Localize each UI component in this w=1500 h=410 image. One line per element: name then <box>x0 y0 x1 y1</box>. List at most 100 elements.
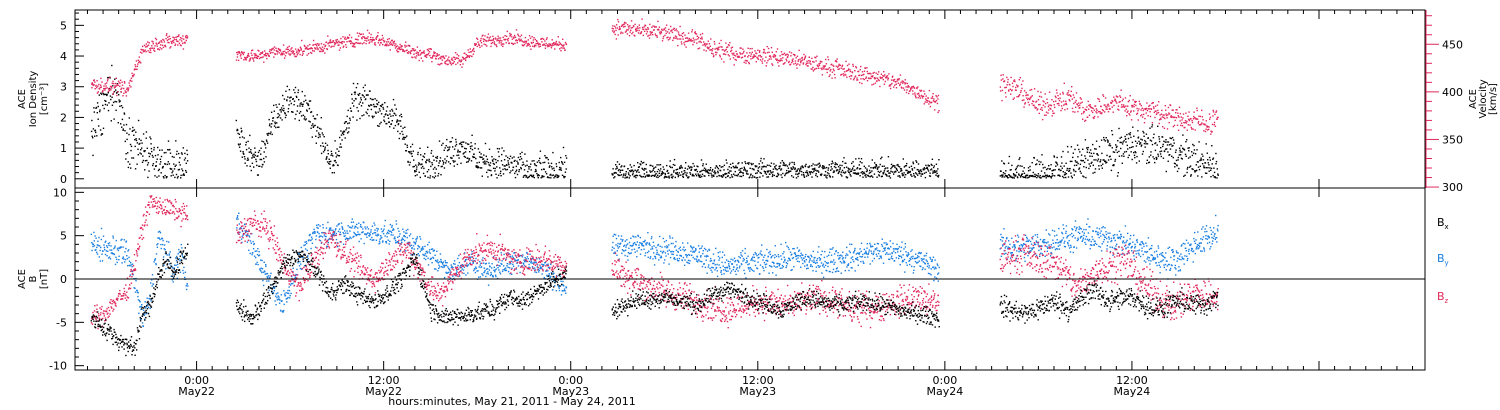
density-point <box>375 112 377 114</box>
density-point <box>420 163 422 166</box>
density-point <box>1090 152 1093 155</box>
density-point <box>555 174 557 176</box>
density-point <box>797 168 799 170</box>
velocity-point <box>892 75 894 77</box>
velocity-point <box>797 63 799 65</box>
velocity-point <box>437 54 439 57</box>
velocity-point <box>306 46 308 49</box>
density-point <box>765 166 767 168</box>
density-point <box>380 121 382 124</box>
velocity-point <box>392 41 394 43</box>
velocity-point <box>821 68 823 71</box>
density-point <box>697 165 699 168</box>
velocity-point <box>329 39 332 41</box>
velocity-point <box>928 103 930 105</box>
velocity-point <box>1060 105 1063 107</box>
density-point <box>873 166 875 169</box>
velocity-point <box>837 65 840 67</box>
velocity-point <box>1057 94 1059 97</box>
by-point <box>122 257 124 260</box>
density-point <box>737 173 739 175</box>
density-point <box>656 164 658 166</box>
by-point <box>151 285 153 287</box>
velocity-point <box>1054 95 1057 97</box>
velocity-point <box>391 43 393 45</box>
velocity-point <box>489 36 492 38</box>
density-point <box>933 171 935 174</box>
density-point <box>876 176 878 178</box>
density-point <box>654 174 656 176</box>
density-point <box>1116 151 1118 154</box>
velocity-point <box>833 69 835 72</box>
density-point <box>1052 169 1055 171</box>
velocity-point <box>1187 124 1189 126</box>
density-point <box>168 149 170 151</box>
density-point <box>720 175 723 177</box>
velocity-point <box>1020 90 1022 92</box>
density-point <box>510 170 512 172</box>
density-point <box>832 171 835 174</box>
velocity-point <box>121 81 123 83</box>
density-point <box>286 99 288 101</box>
by-point <box>160 243 162 246</box>
density-point <box>237 129 239 131</box>
density-point <box>934 170 936 172</box>
density-point <box>717 172 719 174</box>
density-point <box>615 164 617 166</box>
velocity-point <box>176 40 178 42</box>
velocity-point <box>143 50 145 52</box>
density-point <box>358 103 360 105</box>
by-point <box>140 305 142 308</box>
density-point <box>1092 143 1094 146</box>
velocity-point <box>1154 116 1156 119</box>
density-point <box>1073 170 1075 172</box>
density-point <box>565 157 568 159</box>
velocity-point <box>694 31 696 33</box>
velocity-point <box>707 40 709 42</box>
density-point <box>1154 142 1156 145</box>
velocity-point <box>281 54 283 56</box>
density-point <box>788 170 790 172</box>
density-point <box>484 160 486 162</box>
velocity-point <box>544 47 547 49</box>
velocity-point <box>1102 110 1105 112</box>
by-point <box>177 266 179 268</box>
velocity-point <box>435 58 437 60</box>
density-point <box>1166 141 1168 143</box>
velocity-point <box>684 40 686 43</box>
by-point <box>126 255 128 257</box>
velocity-point <box>758 51 761 53</box>
velocity-point <box>1154 105 1157 107</box>
density-point <box>778 165 780 167</box>
velocity-point <box>642 34 644 37</box>
density-point <box>793 163 796 166</box>
velocity-point <box>669 38 671 40</box>
density-point <box>1214 176 1216 178</box>
density-point <box>669 165 671 167</box>
velocity-point <box>96 92 99 94</box>
by-point <box>159 230 161 233</box>
density-point <box>654 171 656 173</box>
density-point <box>869 169 871 172</box>
density-point <box>539 161 541 164</box>
velocity-point <box>1050 108 1052 110</box>
density-point <box>259 165 261 167</box>
velocity-point <box>550 47 553 49</box>
by-point <box>112 253 115 255</box>
velocity-point <box>866 67 868 69</box>
density-point <box>235 119 237 122</box>
velocity-point <box>620 31 622 33</box>
density-point <box>1139 143 1141 145</box>
density-point <box>1053 155 1055 157</box>
velocity-point <box>842 73 844 75</box>
by-point <box>157 243 159 245</box>
velocity-point <box>302 51 304 53</box>
velocity-point <box>293 53 296 55</box>
velocity-point <box>1213 124 1215 126</box>
velocity-point <box>700 37 702 40</box>
density-point <box>643 173 646 175</box>
density-point <box>1169 154 1171 156</box>
density-point <box>373 115 375 118</box>
density-point <box>1146 159 1148 161</box>
density-point <box>1158 140 1161 143</box>
